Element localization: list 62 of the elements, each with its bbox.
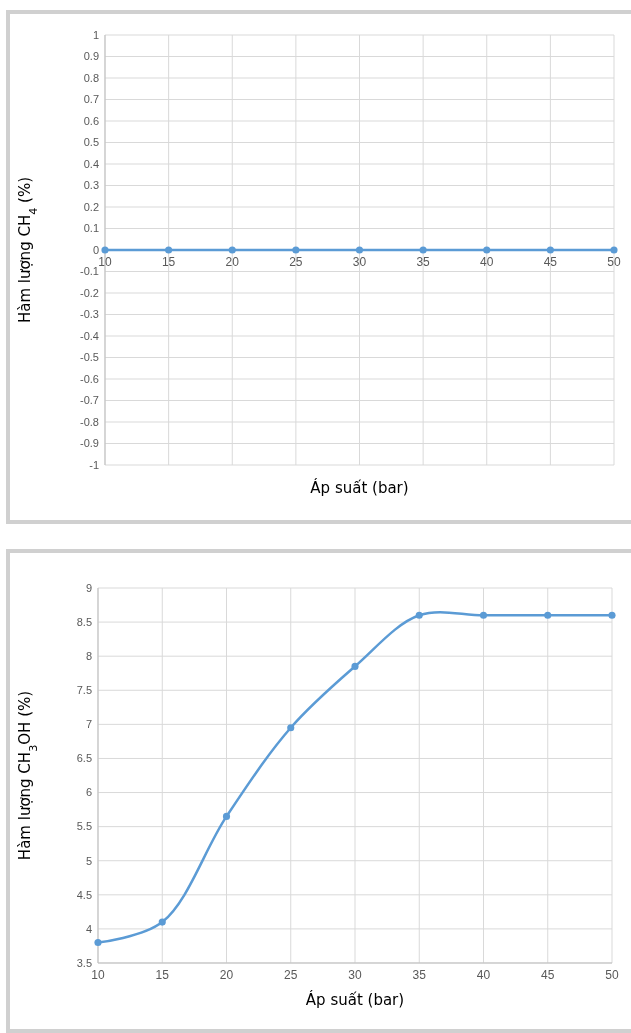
y-tick-label: 1 [92, 28, 99, 41]
x-tick-label: 20 [219, 968, 234, 982]
x-tick-label: 25 [284, 968, 298, 982]
y-tick-label: 0.1 [83, 222, 99, 235]
point [544, 611, 552, 619]
y-tick-label: 0.5 [83, 136, 99, 149]
x-tick-label: 50 [605, 968, 619, 982]
point [287, 724, 295, 732]
point [479, 611, 488, 619]
y-tick-label: -0.1 [80, 265, 99, 278]
y-tick-label: -0.9 [80, 437, 99, 450]
y-tick-label: -0.5 [80, 351, 99, 364]
y-tick-label: 6 [85, 786, 92, 799]
y-tick-label: 5 [85, 854, 92, 867]
y-tick-label: 6.5 [76, 752, 92, 765]
y-tick-label: 0.2 [83, 200, 99, 213]
x-tick-label: 10 [91, 968, 105, 982]
y-tick-label: 0.8 [83, 71, 99, 84]
y-tick-label: 9 [85, 581, 92, 594]
y-tick-label: 4.5 [76, 888, 92, 901]
y-tick-label: 7 [85, 718, 92, 731]
x-axis-title: Áp suất (bar) [310, 478, 409, 497]
y-tick-label: 3.5 [76, 956, 92, 969]
x-tick-label: 15 [161, 255, 176, 269]
y-tick-label: 0.3 [83, 179, 99, 192]
x-tick-label: 30 [352, 255, 367, 269]
y-tick-label: -0.6 [80, 372, 99, 385]
x-tick-label: 40 [476, 968, 491, 982]
point [158, 918, 166, 926]
point [94, 938, 102, 947]
x-tick-label: 15 [155, 968, 170, 982]
x-tick-label: 35 [416, 255, 431, 269]
x-tick-label: 30 [348, 968, 362, 982]
point [415, 611, 423, 619]
x-tick-label: 35 [412, 968, 427, 982]
y-tick-label: 0.6 [83, 114, 99, 127]
x-tick-label: 40 [480, 255, 494, 269]
x-tick-label: 50 [607, 255, 621, 269]
point [222, 812, 231, 820]
y-tick-label: 0.4 [83, 157, 99, 170]
y-tick-label: 7.5 [76, 684, 92, 697]
y-tick-label: 0.9 [83, 50, 99, 63]
y-tick-label: -0.7 [80, 394, 99, 407]
x-tick-label: 45 [541, 968, 555, 982]
y-tick-label: -0.4 [80, 329, 99, 342]
x-tick-label: 10 [98, 255, 112, 269]
y-tick-label: 8.5 [76, 615, 92, 628]
x-axis-title: Áp suất (bar) [305, 990, 405, 1009]
y-tick-label: 4 [85, 922, 92, 935]
y-tick-label: 8 [85, 650, 92, 663]
point [608, 611, 616, 619]
y-tick-label: 0 [92, 243, 99, 256]
y-tick-label: -0.8 [80, 415, 99, 428]
x-tick-label: 20 [225, 255, 240, 269]
x-tick-label: 45 [543, 255, 558, 269]
y-tick-label: -0.2 [80, 286, 99, 299]
y-tick-label: 5.5 [76, 820, 92, 833]
y-tick-label: -1 [89, 458, 99, 471]
point [351, 662, 359, 670]
y-tick-label: -0.3 [80, 308, 99, 321]
y-tick-label: 0.7 [83, 93, 99, 106]
x-tick-label: 25 [289, 255, 303, 269]
